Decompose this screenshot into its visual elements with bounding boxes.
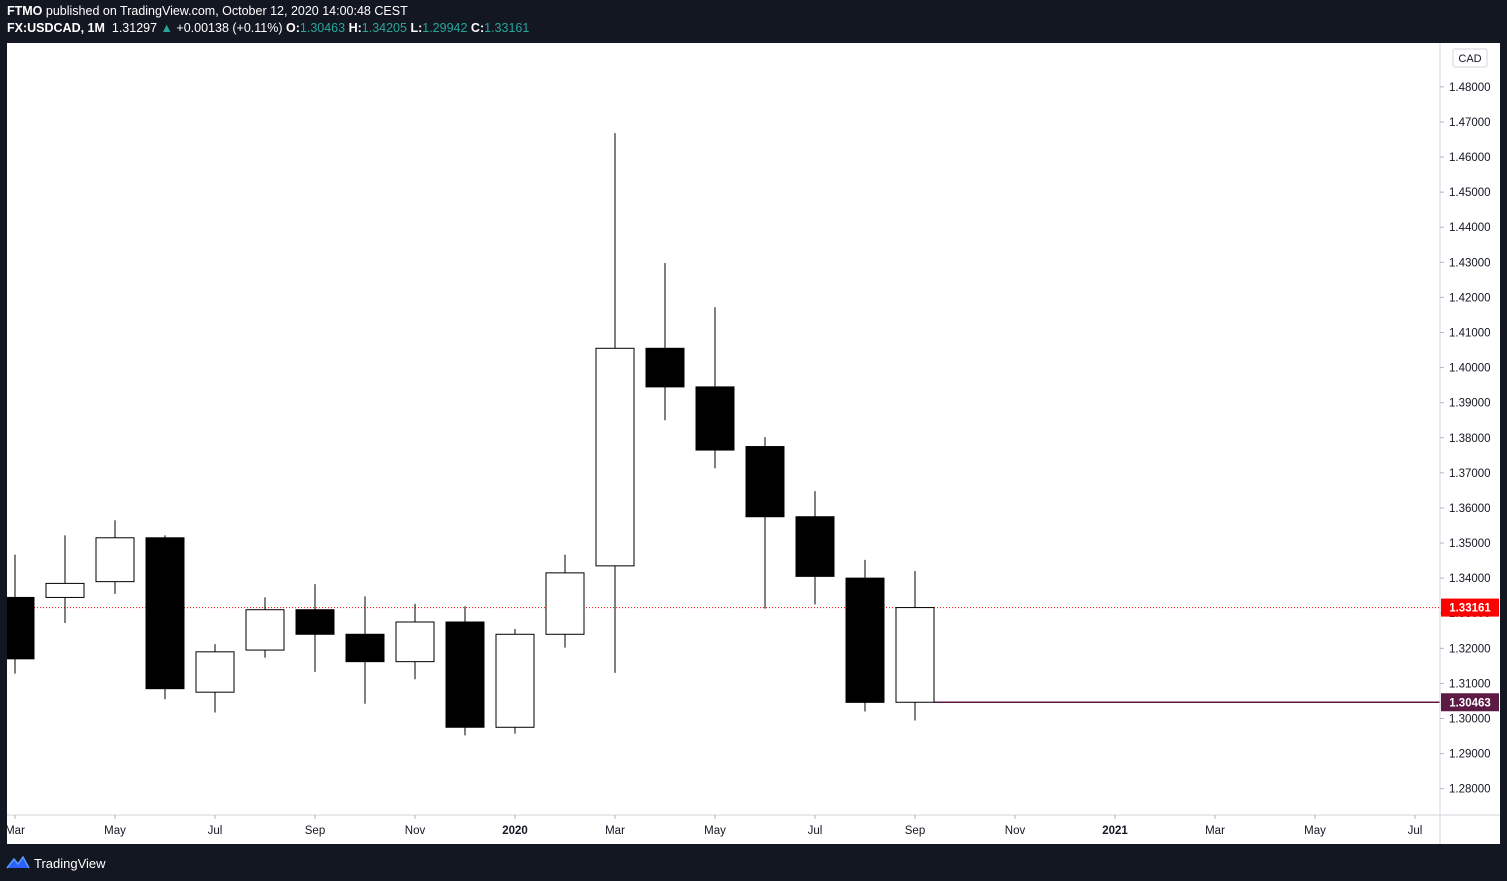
candle-body[interactable] [495, 633, 535, 728]
symbol-name[interactable]: FX:USDCAD, 1M [7, 21, 105, 35]
time-axis[interactable]: Mar May Jul Sep Nov 2020 Mar May Jul Sep Nov 2021 Ma… [5, 815, 1423, 837]
high-label: H: [348, 21, 362, 35]
close-value: 1.33161 [484, 21, 530, 35]
price-axis[interactable]: 1.280001.290001.300001.310001.320001.330… [1440, 82, 1491, 796]
price-tick-label: 1.48000 [1449, 82, 1491, 94]
price-tick-label: 1.34000 [1449, 573, 1491, 585]
price-tick-label: 1.41000 [1449, 328, 1491, 340]
candle-body[interactable] [295, 609, 335, 635]
tradingview-logo-icon[interactable] [6, 854, 30, 870]
time-tick-label: May [704, 825, 726, 837]
last-price-label-box [1441, 598, 1499, 617]
price-tick-label: 1.45000 [1449, 187, 1491, 199]
candle-body[interactable] [895, 607, 935, 703]
publish-info: FTMO published on TradingView.com, Octob… [7, 4, 408, 18]
price-tick-label: 1.36000 [1449, 503, 1491, 515]
price-tick-label: 1.42000 [1449, 292, 1491, 304]
last-price-label: 1.33161 [1449, 603, 1491, 615]
open-price-label: 1.30463 [1449, 697, 1491, 709]
footer-bar: TradingView [0, 844, 1507, 881]
price-tick-label: 1.28000 [1449, 784, 1491, 796]
currency-badge-box[interactable] [1452, 48, 1488, 68]
candle-body[interactable] [145, 537, 185, 690]
time-tick-label: Nov [405, 825, 426, 837]
open-label: O: [286, 21, 300, 35]
candle-body[interactable] [45, 582, 85, 598]
time-tick-label: Nov [1005, 825, 1026, 837]
low-label: L: [410, 21, 423, 35]
time-tick-label: Mar [605, 825, 625, 837]
candle-body[interactable] [95, 537, 135, 583]
time-tick-label: Sep [305, 825, 325, 837]
time-tick-label: May [1304, 825, 1326, 837]
candle-body[interactable] [0, 596, 35, 660]
price-tick-label: 1.38000 [1449, 433, 1491, 445]
candle-body[interactable] [245, 609, 285, 651]
time-tick-label: 2021 [1102, 825, 1128, 837]
close-label: C: [470, 21, 485, 35]
time-tick-label: Sep [905, 825, 925, 837]
open-value: 1.30463 [299, 21, 346, 35]
price-tick-label: 1.29000 [1449, 749, 1491, 761]
time-tick-label: Jul [208, 825, 223, 837]
candle-body[interactable] [445, 621, 485, 728]
candle-body[interactable] [845, 577, 885, 703]
time-tick-label: Mar [7, 825, 25, 837]
candle-body[interactable] [345, 633, 385, 663]
time-tick-label: Jul [1408, 825, 1423, 837]
price-tick-label: 1.44000 [1449, 222, 1491, 234]
candles [0, 133, 935, 736]
candle-body[interactable] [645, 347, 685, 388]
currency-badge[interactable]: CAD [1458, 53, 1481, 65]
high-value: 1.34205 [361, 21, 407, 35]
price-lines [7, 607, 1440, 704]
symbol-info-bar: FX:USDCAD, 1M 1.31297 ▲ +0.00138 (+0.11%… [7, 21, 529, 35]
tradingview-brand[interactable]: TradingView [34, 856, 106, 871]
candlestick-chart[interactable]: 1.280001.290001.300001.310001.320001.330… [0, 43, 1500, 844]
open-price-label-box [1441, 693, 1499, 712]
price-line-labels: 1.33161 1.30463 [1441, 598, 1499, 712]
chart-area[interactable]: 1.280001.290001.300001.310001.320001.330… [0, 43, 1500, 844]
time-tick-label: Jul [808, 825, 823, 837]
price-tick-label: 1.47000 [1449, 117, 1491, 129]
price-tick-label: 1.37000 [1449, 468, 1491, 480]
candle-body[interactable] [745, 446, 785, 518]
published-text: published on TradingView.com, October 12… [42, 4, 408, 18]
price-tick-label: 1.35000 [1449, 538, 1491, 550]
price-tick-label: 1.30000 [1449, 714, 1491, 726]
time-tick-label: 2020 [502, 825, 528, 837]
price-tick-label: 1.43000 [1449, 257, 1491, 269]
price-tick-label: 1.46000 [1449, 152, 1491, 164]
candle-body[interactable] [195, 651, 235, 693]
price-tick-label: 1.32000 [1449, 643, 1491, 655]
candle-body[interactable] [795, 516, 835, 577]
candle-body[interactable] [395, 621, 435, 663]
time-tick-label: Mar [1205, 825, 1225, 837]
last-price: 1.31297 [111, 21, 158, 35]
price-change: +0.00138 (+0.11%) [176, 21, 283, 35]
change-arrow-icon: ▲ [160, 21, 173, 35]
candle-body[interactable] [595, 347, 635, 567]
low-value: 1.29942 [422, 21, 468, 35]
price-tick-label: 1.40000 [1449, 363, 1491, 375]
candle-body[interactable] [695, 386, 735, 451]
time-tick-label: May [104, 825, 126, 837]
price-tick-label: 1.39000 [1449, 398, 1491, 410]
candle-body[interactable] [545, 572, 585, 635]
price-tick-label: 1.31000 [1449, 678, 1491, 690]
publisher-name[interactable]: FTMO [7, 4, 43, 18]
